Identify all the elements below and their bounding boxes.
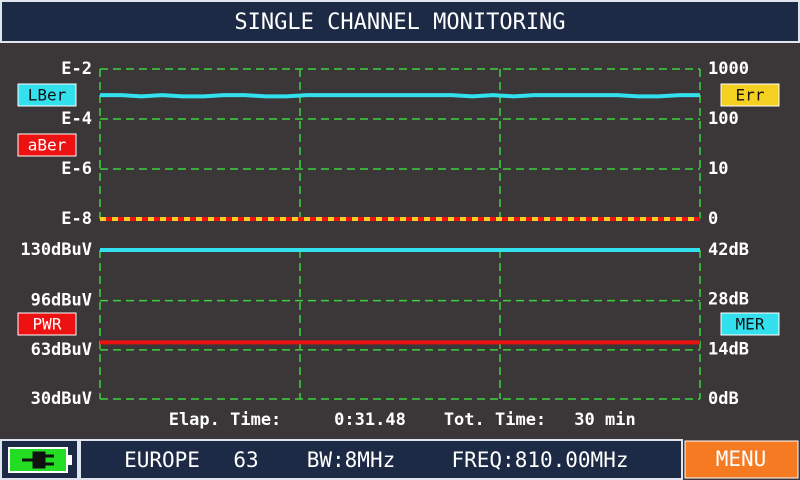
legend-label: aBer [28, 136, 67, 155]
y-tick-label: E-2 [61, 59, 92, 79]
bandwidth: BW:8MHz [307, 448, 396, 472]
battery-tip [67, 455, 72, 465]
y-tick-label: 96dBuV [31, 291, 92, 311]
total-time: 30 min [574, 410, 635, 430]
legend-label: LBer [28, 86, 67, 105]
region: EUROPE [124, 448, 200, 472]
legend-label: MER [736, 315, 765, 334]
info-bar [79, 439, 683, 480]
menu-label[interactable]: MENU [716, 447, 767, 471]
legend-label: PWR [33, 315, 62, 334]
legend-box [17, 312, 77, 336]
y2-tick-label: 100 [708, 109, 739, 129]
elapsed-time: 0:31.48 [334, 410, 406, 430]
series-line [100, 93, 700, 99]
y-tick-label: E-4 [61, 109, 92, 129]
y-tick-label: E-8 [61, 209, 92, 229]
y2-tick-label: 42dB [708, 240, 749, 260]
menu-button[interactable] [684, 440, 799, 479]
channel: 63 [233, 448, 258, 472]
header-bar [0, 0, 800, 43]
y-tick-label: 63dBuV [31, 340, 92, 360]
legend-box [720, 312, 780, 336]
plug-icon [22, 451, 54, 469]
y-tick-label: 130dBuV [20, 240, 92, 260]
y2-tick-label: 14dB [708, 339, 749, 359]
y2-tick-label: 10 [708, 159, 728, 179]
legend-box [17, 133, 77, 157]
frequency: FREQ:810.00MHz [451, 448, 628, 472]
legend-box [17, 83, 77, 107]
total-label: Tot. Time: [444, 410, 546, 430]
y2-tick-label: 28dB [708, 290, 749, 310]
elapsed-label: Elap. Time: [169, 410, 282, 430]
y-tick-label: E-6 [61, 159, 92, 179]
title: SINGLE CHANNEL MONITORING [234, 10, 565, 35]
y2-tick-label: 0 [708, 209, 718, 229]
y-tick-label: 30dBuV [31, 389, 92, 409]
legend-box [720, 83, 780, 107]
y2-tick-label: 1000 [708, 59, 749, 79]
y2-tick-label: 0dB [708, 389, 739, 409]
legend-label: Err [736, 86, 765, 105]
